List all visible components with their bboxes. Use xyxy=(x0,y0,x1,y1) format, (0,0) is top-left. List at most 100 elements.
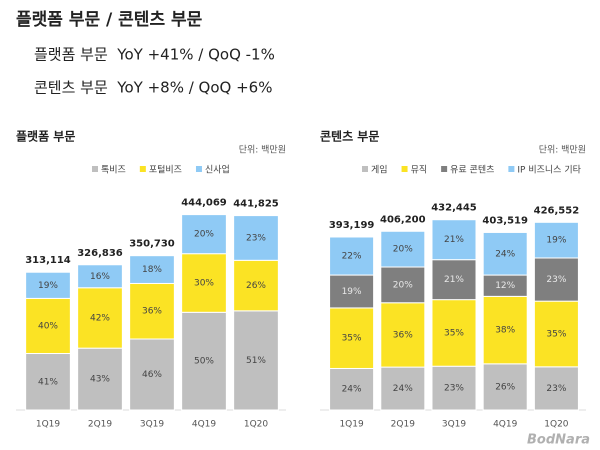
bar-segment xyxy=(233,310,279,411)
legend-label: 유료 콘텐츠 xyxy=(450,165,494,176)
total-label: 432,445 xyxy=(431,203,477,214)
legend-swatch xyxy=(195,166,202,172)
segment-label: 23% xyxy=(546,384,566,394)
segment-label: 50% xyxy=(194,357,214,367)
bar-segment xyxy=(77,287,123,349)
total-label: 393,199 xyxy=(329,220,375,231)
bar-segment xyxy=(129,338,175,411)
legend-swatch xyxy=(139,166,146,172)
segment-label: 35% xyxy=(342,334,362,344)
segment-label: 24% xyxy=(342,385,362,395)
segment-label: 38% xyxy=(495,326,515,336)
bar-segment xyxy=(533,221,579,259)
legend-label: 게임 xyxy=(371,164,388,176)
bar-segment xyxy=(181,214,227,255)
bar-segment xyxy=(25,353,71,411)
segment-label: 26% xyxy=(495,382,515,392)
segment-label: 23% xyxy=(246,233,266,243)
bar-segment xyxy=(329,307,375,369)
segment-label: 43% xyxy=(90,375,110,385)
chart-title: 플랫폼 부문 xyxy=(16,129,75,144)
total-label: 403,519 xyxy=(482,215,528,226)
segment-label: 42% xyxy=(90,313,110,323)
segment-label: 19% xyxy=(342,287,362,297)
x-tick-label: 1Q19 xyxy=(339,420,364,430)
chart-title: 콘텐츠 부문 xyxy=(320,129,379,144)
legend-swatch xyxy=(401,166,408,172)
segment-label: 41% xyxy=(38,377,58,387)
bar-segment xyxy=(431,299,477,367)
bar-segment xyxy=(482,295,528,365)
segment-label: 40% xyxy=(38,321,58,331)
x-tick-label: 2Q19 xyxy=(391,420,416,430)
segment-label: 30% xyxy=(194,278,214,288)
bar-segment xyxy=(329,367,375,411)
segment-label: 36% xyxy=(142,307,162,317)
x-tick-label: 1Q20 xyxy=(244,420,269,430)
x-tick-label: 2Q19 xyxy=(88,420,113,430)
segment-label: 23% xyxy=(444,384,464,394)
x-tick-label: 1Q20 xyxy=(544,420,569,430)
total-label: 313,114 xyxy=(25,255,71,266)
segment-label: 35% xyxy=(546,329,566,339)
segment-label: 20% xyxy=(194,230,214,240)
total-label: 406,200 xyxy=(380,214,426,225)
unit-label: 단위: 백만원 xyxy=(239,145,286,156)
segment-label: 21% xyxy=(444,235,464,245)
segment-label: 18% xyxy=(142,265,162,275)
slide-title: 플랫폼 부문 / 콘텐츠 부문 xyxy=(16,10,203,30)
total-label: 350,730 xyxy=(129,239,175,250)
total-label: 326,836 xyxy=(77,248,123,259)
summary-line: 플랫폼 부문 YoY +41% / QoQ -1% xyxy=(34,46,275,64)
legend-label: 뮤직 xyxy=(411,165,428,176)
total-label: 441,825 xyxy=(233,199,279,210)
segment-label: 21% xyxy=(444,275,464,285)
segment-label: 19% xyxy=(38,281,58,291)
legend-label: 포털비즈 xyxy=(149,164,182,176)
segment-label: 19% xyxy=(546,236,566,246)
summary-line: 콘텐츠 부문 YoY +8% / QoQ +6% xyxy=(34,79,272,97)
unit-label: 단위: 백만원 xyxy=(539,145,586,156)
legend-label: 신사업 xyxy=(205,165,230,176)
total-label: 444,069 xyxy=(181,198,227,209)
bar-segment xyxy=(380,302,426,368)
bar-segment xyxy=(77,347,123,411)
segment-label: 16% xyxy=(90,272,110,282)
segment-label: 46% xyxy=(142,370,162,380)
segment-label: 24% xyxy=(393,384,413,394)
legend-swatch xyxy=(441,166,448,172)
bar-segment xyxy=(431,365,477,411)
bar-segment xyxy=(77,264,123,289)
legend-label: IP 비즈니스 기타 xyxy=(517,165,581,176)
bar-segment xyxy=(482,363,528,411)
legend-swatch xyxy=(92,166,98,172)
segment-label: 23% xyxy=(546,275,566,285)
bar-segment xyxy=(129,255,175,284)
bar-segment xyxy=(181,311,227,411)
segment-label: 22% xyxy=(342,252,362,262)
x-tick-label: 4Q19 xyxy=(192,420,217,430)
bar-segment xyxy=(329,236,375,276)
segment-label: 35% xyxy=(444,328,464,338)
x-tick-label: 4Q19 xyxy=(493,420,518,430)
segment-label: 26% xyxy=(246,281,266,291)
bar-segment xyxy=(431,219,477,261)
bar-segment xyxy=(380,230,426,268)
legend-swatch xyxy=(362,166,368,172)
segment-label: 20% xyxy=(393,245,413,255)
bar-segment xyxy=(380,366,426,411)
bar-segment xyxy=(129,282,175,340)
bar-segment xyxy=(329,274,375,309)
x-tick-label: 1Q19 xyxy=(36,420,61,430)
bar-segment xyxy=(431,259,477,301)
legend-swatch xyxy=(508,166,515,172)
segment-label: 20% xyxy=(393,280,413,290)
bar-segment xyxy=(25,297,71,355)
bar-segment xyxy=(533,366,579,411)
segment-label: 36% xyxy=(393,330,413,340)
segment-label: 12% xyxy=(495,281,515,291)
segment-label: 51% xyxy=(246,356,266,366)
bar-segment xyxy=(233,215,279,261)
bar-segment xyxy=(233,259,279,312)
